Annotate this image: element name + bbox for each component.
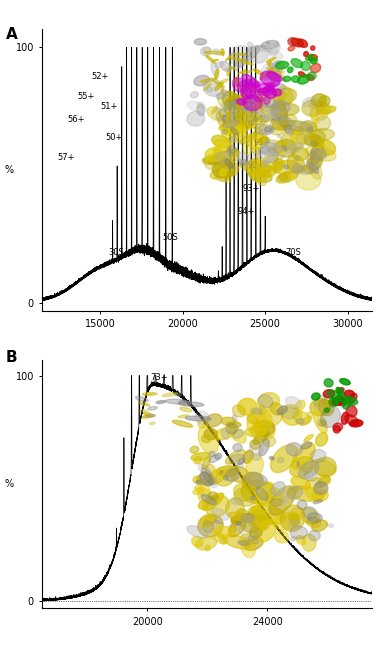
Text: 56+: 56+ — [68, 115, 85, 124]
Y-axis label: %: % — [4, 479, 13, 489]
Text: 55+: 55+ — [77, 92, 94, 101]
Text: 52+: 52+ — [92, 71, 109, 80]
Text: 92+: 92+ — [248, 161, 265, 170]
Text: 50S: 50S — [163, 233, 179, 241]
Y-axis label: %: % — [4, 165, 13, 175]
Text: 30S: 30S — [108, 248, 124, 257]
Text: 70S: 70S — [285, 248, 301, 257]
Text: 73+: 73+ — [150, 373, 168, 383]
Text: 90+: 90+ — [258, 115, 276, 124]
Text: A: A — [6, 27, 18, 42]
Text: 93+: 93+ — [242, 184, 260, 193]
Text: 91+: 91+ — [253, 138, 271, 147]
Text: 51+: 51+ — [100, 102, 118, 111]
Text: B: B — [6, 350, 18, 365]
Text: 50+: 50+ — [106, 133, 123, 142]
Text: 57+: 57+ — [57, 154, 74, 162]
Text: 94+: 94+ — [237, 207, 255, 216]
